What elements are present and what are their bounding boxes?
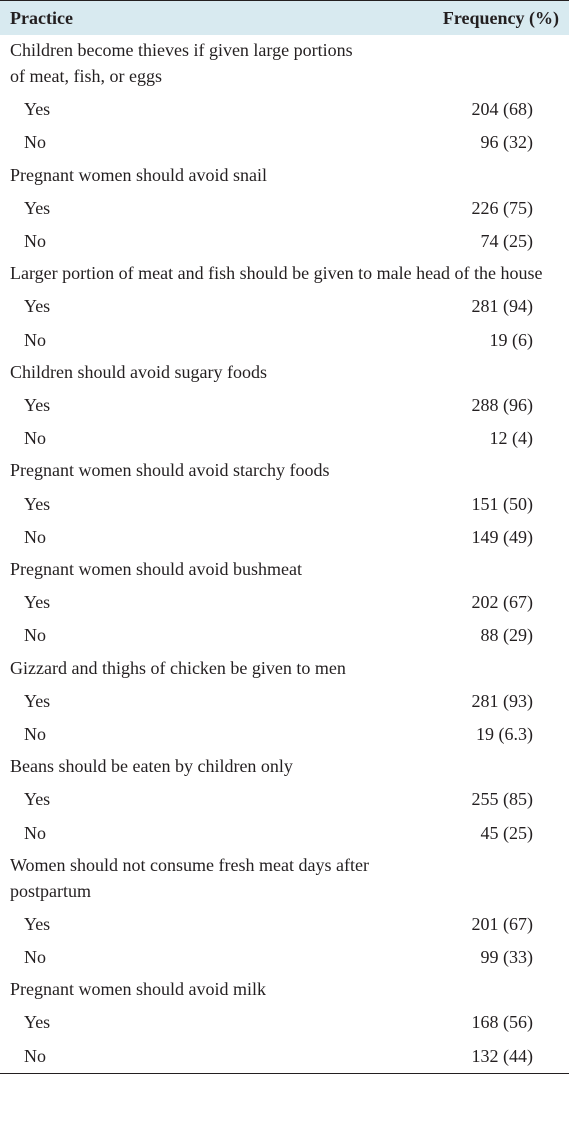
answer-label: No: [24, 132, 46, 153]
table-row: Yes 255 (85): [0, 783, 569, 816]
frequency-value: 19 (6.3): [476, 724, 533, 744]
practice-group: Beans should be eaten by children only Y…: [0, 751, 569, 850]
frequency-value: 96 (32): [480, 132, 534, 153]
practice-question: Gizzard and thighs of chicken be given t…: [10, 657, 346, 678]
answer-label: Yes: [24, 296, 51, 317]
frequency-value: 74 (25): [480, 231, 534, 252]
frequency-value: 281 (93): [471, 690, 534, 711]
practice-group: Women should not consume fresh meat days…: [0, 850, 569, 975]
frequency-value: 99 (33): [480, 947, 534, 968]
frequency-value: 255 (85): [471, 789, 534, 810]
answer-label: No: [24, 724, 46, 744]
practice-column-header: Practice: [10, 7, 73, 28]
practice-group: Children should avoid sugary foods Yes 2…: [0, 357, 569, 456]
frequency-value: 19 (6): [489, 329, 534, 350]
table-row: Yes 168 (56): [0, 1006, 569, 1039]
table-row: No 149 (49): [0, 521, 569, 554]
frequency-column-header: Frequency (%): [442, 7, 559, 28]
practice-group: Gizzard and thighs of chicken be given t…: [0, 653, 569, 752]
frequency-value: 151 (50): [471, 493, 534, 514]
answer-label: Yes: [24, 99, 51, 120]
table-row: No 19 (6.3): [0, 718, 569, 751]
answer-label: No: [24, 231, 46, 252]
answer-label: Yes: [24, 197, 51, 218]
answer-label: No: [24, 625, 46, 646]
table-row: No 19 (6): [0, 323, 569, 356]
table-row: Yes 281 (93): [0, 685, 569, 718]
table-header: Practice Frequency (%): [0, 0, 569, 35]
answer-label: Yes: [24, 493, 51, 514]
table-row: Yes 201 (67): [0, 908, 569, 941]
answer-label: Yes: [24, 690, 51, 711]
practice-question: Larger portion of meat and fish should b…: [10, 263, 543, 284]
answer-label: No: [24, 526, 46, 547]
practice-question: Pregnant women should avoid milk: [10, 979, 266, 1000]
answer-label: No: [24, 822, 46, 843]
answer-label: Yes: [24, 789, 51, 810]
answer-label: No: [24, 428, 46, 449]
table-row: Yes 281 (94): [0, 290, 569, 323]
frequency-value: 45 (25): [480, 822, 534, 843]
table-row: No 74 (25): [0, 225, 569, 258]
frequency-value: 281 (94): [471, 296, 534, 317]
answer-label: No: [24, 329, 46, 350]
answer-label: Yes: [24, 1012, 51, 1033]
frequency-value: 204 (68): [471, 99, 534, 120]
frequency-value: 132 (44): [471, 1045, 534, 1066]
frequency-value: 12 (4): [489, 428, 534, 449]
answer-label: No: [24, 1045, 46, 1066]
table-row: No 88 (29): [0, 619, 569, 652]
practice-question: Pregnant women should avoid starchy food…: [10, 460, 330, 481]
frequency-value: 226 (75): [471, 197, 534, 218]
table-body: Children become thieves if given large p…: [0, 35, 569, 1074]
practice-group: Pregnant women should avoid bushmeat Yes…: [0, 554, 569, 653]
answer-label: No: [24, 947, 46, 968]
practice-group: Pregnant women should avoid starchy food…: [0, 455, 569, 554]
table-row: Yes 226 (75): [0, 192, 569, 225]
practice-group: Pregnant women should avoid milk Yes 168…: [0, 974, 569, 1073]
practice-question: Women should not consume fresh meat days…: [10, 854, 369, 901]
answer-label: Yes: [24, 592, 51, 613]
frequency-value: 202 (67): [471, 592, 534, 613]
table-row: No 132 (44): [0, 1040, 569, 1073]
practice-question: Children become thieves if given large p…: [10, 40, 353, 86]
table-row: Yes 202 (67): [0, 586, 569, 619]
answer-label: Yes: [24, 913, 51, 934]
practice-question: Beans should be eaten by children only: [10, 756, 293, 777]
practice-question: Pregnant women should avoid snail: [10, 164, 267, 185]
table-row: No 45 (25): [0, 816, 569, 849]
practice-question: Pregnant women should avoid bushmeat: [10, 558, 302, 579]
practice-group: Larger portion of meat and fish should b…: [0, 258, 569, 357]
table-row: Yes 288 (96): [0, 389, 569, 422]
practice-group: Pregnant women should avoid snail Yes 22…: [0, 160, 569, 259]
practice-group: Children become thieves if given large p…: [0, 35, 569, 160]
table-row: Yes 204 (68): [0, 93, 569, 126]
table-row: No 99 (33): [0, 941, 569, 974]
frequency-value: 168 (56): [471, 1012, 534, 1033]
table-row: No 12 (4): [0, 422, 569, 455]
frequency-value: 201 (67): [471, 913, 534, 934]
frequency-value: 88 (29): [480, 625, 534, 646]
frequency-value: 149 (49): [471, 526, 534, 547]
answer-label: Yes: [24, 394, 51, 415]
table-row: No 96 (32): [0, 126, 569, 159]
table-row: Yes 151 (50): [0, 487, 569, 520]
frequency-value: 288 (96): [471, 394, 534, 415]
practice-question: Children should avoid sugary foods: [10, 361, 267, 382]
